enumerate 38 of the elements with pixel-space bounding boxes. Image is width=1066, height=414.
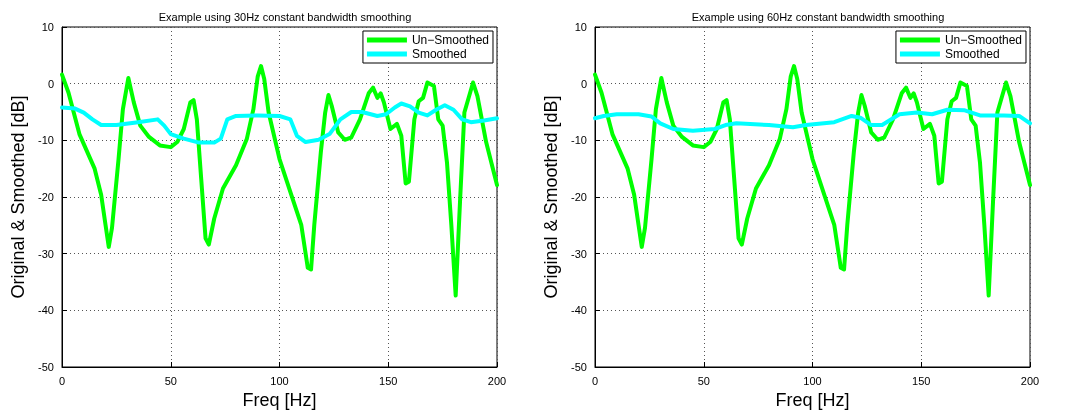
y-tick-label: -20 [38,191,54,203]
x-tick-label: 0 [58,374,66,387]
y-tick-label: 0 [47,77,54,90]
y-tick-label: -30 [38,247,54,260]
legend-label: Smoothed [411,47,467,61]
y-axis-title: Original & Smoothed [dB] [8,95,29,299]
y-tick-label: 0 [580,77,587,90]
legend-label: Un−Smoothed [944,33,1023,47]
legend-label: Smoothed [944,47,1000,61]
x-tick-label: 50 [697,374,710,387]
line-series [60,101,499,145]
y-axis-title: Original & Smoothed [dB] [541,95,562,299]
x-tick-label: 200 [1020,374,1040,387]
y-tick-label: 10 [574,21,587,33]
y-tick-label: -40 [38,304,54,317]
y-tick-label: -30 [571,247,587,260]
x-tick-label: 100 [803,374,822,387]
x-tick-label: 200 [487,374,507,387]
x-axis-title: Freq [Hz] [775,390,850,410]
chart-title: Example using 60Hz constant bandwidth smoothing [691,10,945,23]
line-series [593,64,1032,298]
x-tick-label: 150 [379,374,398,387]
x-tick-label: 150 [912,374,931,387]
y-tick-label: 10 [41,21,54,33]
x-tick-label: 0 [591,374,599,387]
y-tick-label: -50 [571,361,587,373]
y-tick-label: -10 [571,134,587,147]
x-axis-title: Freq [Hz] [242,390,317,410]
y-tick-label: -50 [38,361,54,373]
chart-title: Example using 30Hz constant bandwidth smoothing [158,10,412,23]
y-tick-label: -10 [38,134,54,147]
legend-label: Un−Smoothed [411,33,490,47]
x-tick-label: 50 [164,374,177,387]
y-tick-label: -20 [571,191,587,203]
line-series [60,64,499,298]
y-tick-label: -40 [571,304,587,317]
x-tick-label: 100 [270,374,289,387]
line-series [593,107,1032,133]
